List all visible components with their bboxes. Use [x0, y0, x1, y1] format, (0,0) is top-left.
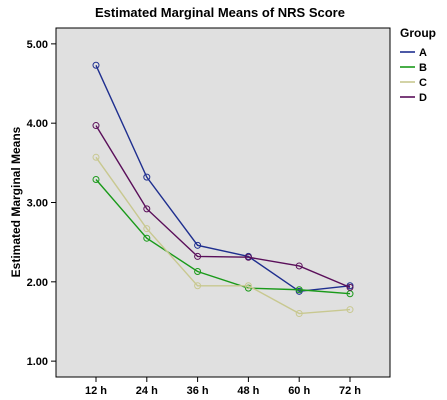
series-a-point [143, 173, 151, 181]
series-c-point [295, 310, 303, 318]
series-b-line [95, 179, 351, 295]
series-c-point [194, 282, 202, 290]
y-tick-label: 2.00 [27, 277, 48, 289]
legend-label-a: A [419, 47, 427, 59]
series-c-point [143, 225, 151, 233]
series-c-point [92, 153, 100, 161]
series-c-line [95, 156, 351, 315]
series-d-point [143, 205, 151, 213]
series-c-point [244, 282, 252, 290]
series-d-point [295, 262, 303, 270]
series-c-point [346, 306, 354, 314]
legend-title: Group [400, 26, 436, 40]
legend-label-b: B [419, 62, 427, 74]
series-d-point [244, 253, 252, 261]
x-tick-label: 12 h [85, 385, 107, 397]
series-b-point [194, 268, 202, 276]
y-tick-label: 3.00 [27, 198, 48, 210]
series-b-point [295, 286, 303, 294]
x-axis: 12 h 24 h 36 h 48 h 60 h 72 h [85, 377, 361, 397]
series-a-point [92, 61, 100, 69]
plot-area [55, 27, 391, 378]
chart-title: Estimated Marginal Means of NRS Score [95, 5, 345, 20]
series-d-point [346, 283, 354, 291]
y-tick-label: 1.00 [27, 356, 48, 368]
series-d-point [92, 122, 100, 130]
legend-label-d: D [419, 92, 427, 104]
series-b-point [92, 175, 100, 183]
series-d-point [194, 252, 202, 260]
series-layer [92, 61, 354, 318]
series-a-point [194, 241, 202, 249]
y-tick-label: 5.00 [27, 39, 48, 51]
y-tick-label: 4.00 [27, 118, 48, 130]
x-tick-label: 36 h [187, 385, 209, 397]
x-tick-label: 60 h [288, 385, 310, 397]
x-tick-label: 72 h [339, 385, 361, 397]
series-b-point [143, 234, 151, 242]
y-axis: 1.00 2.00 3.00 4.00 5.00 [27, 39, 56, 368]
y-axis-label: Estimated Marginal Means [9, 126, 23, 277]
legend-label-c: C [419, 77, 427, 89]
x-tick-label: 48 h [237, 385, 259, 397]
series-d-line [95, 125, 351, 289]
x-tick-label: 24 h [136, 385, 158, 397]
